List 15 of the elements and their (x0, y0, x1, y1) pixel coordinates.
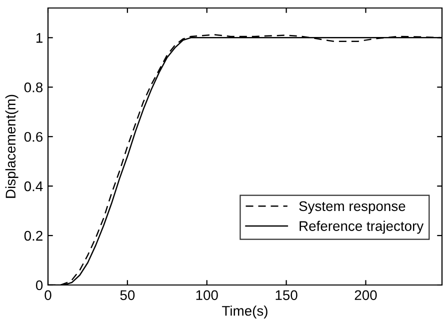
x-tick-label: 50 (120, 290, 135, 300)
x-tick-label: 200 (354, 290, 377, 300)
y-tick-label: 0 (36, 280, 43, 290)
x-tick-label: 100 (196, 290, 218, 300)
legend-label: System response (299, 201, 406, 214)
x-tick-label: 0 (44, 290, 52, 300)
y-tick-label: 0.6 (24, 132, 43, 142)
y-tick-label: 1 (36, 33, 42, 43)
x-axis-title: Time(s) (222, 306, 268, 319)
x-tick-label: 150 (276, 290, 298, 300)
y-tick-label: 0.2 (24, 230, 42, 241)
y-tick-label: 0.8 (24, 82, 43, 92)
y-axis-title: Displacement(m) (5, 94, 18, 198)
legend-label: Reference trajectory (300, 220, 424, 234)
y-tick-label: 0.4 (24, 181, 43, 192)
